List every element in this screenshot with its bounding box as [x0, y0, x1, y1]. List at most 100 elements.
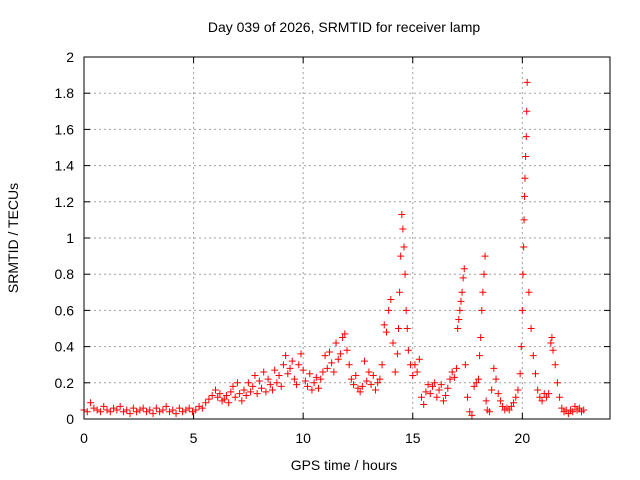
data-point: [220, 395, 228, 403]
data-point: [347, 375, 355, 383]
data-point: [343, 346, 351, 354]
data-point: [172, 410, 180, 418]
data-point: [499, 402, 507, 410]
data-point: [297, 350, 305, 358]
data-point: [542, 393, 550, 401]
data-point: [510, 399, 518, 407]
data-point: [266, 381, 274, 389]
data-point: [442, 391, 450, 399]
data-point: [334, 355, 342, 363]
data-point: [571, 402, 579, 410]
data-point: [332, 339, 340, 347]
data-point: [336, 350, 344, 358]
data-point: [110, 404, 118, 412]
data-point: [448, 368, 456, 376]
y-tick-label: 0.6: [55, 302, 75, 318]
y-tick-label: 1.4: [55, 158, 75, 174]
data-point: [185, 404, 193, 412]
data-point: [470, 382, 478, 390]
data-point: [315, 384, 323, 392]
y-tick-label: 0: [66, 411, 74, 427]
data-point: [409, 372, 417, 380]
data-point: [358, 382, 366, 390]
data-point: [444, 384, 452, 392]
data-point: [262, 388, 270, 396]
data-point: [93, 406, 101, 414]
data-point: [534, 386, 542, 394]
data-point: [139, 404, 147, 412]
data-point: [195, 402, 203, 410]
data-point: [100, 402, 108, 410]
data-point: [354, 384, 362, 392]
data-point: [175, 404, 183, 412]
chart-title: Day 039 of 2026, SRMTID for receiver lam…: [208, 19, 481, 35]
data-point: [323, 364, 331, 372]
data-point: [222, 391, 230, 399]
data-point: [428, 382, 436, 390]
data-point: [393, 350, 401, 358]
data-point: [401, 270, 409, 278]
data-point: [268, 386, 276, 394]
data-point: [253, 390, 261, 398]
data-point: [460, 265, 468, 273]
data-point: [457, 297, 465, 305]
data-point: [304, 382, 312, 390]
data-point: [411, 361, 419, 369]
data-point: [295, 361, 303, 369]
data-point: [395, 325, 403, 332]
data-point: [371, 386, 379, 394]
data-point: [399, 225, 407, 233]
data-point: [369, 372, 377, 380]
data-point: [450, 373, 458, 381]
data-point: [325, 348, 333, 356]
data-point: [569, 408, 577, 416]
data-point: [456, 306, 464, 314]
data-point: [251, 372, 259, 380]
x-tick-label: 15: [405, 430, 421, 446]
data-point: [258, 384, 266, 392]
data-point: [400, 243, 408, 251]
data-point: [87, 399, 95, 407]
data-point: [422, 388, 430, 396]
data-point: [518, 306, 526, 314]
data-point: [277, 382, 285, 390]
data-point: [403, 325, 411, 332]
plot-frame: [83, 56, 611, 420]
data-point: [240, 386, 248, 394]
data-point: [439, 397, 447, 405]
data-point: [464, 393, 472, 401]
data-point: [458, 288, 466, 296]
data-point: [275, 372, 283, 380]
data-point: [113, 406, 121, 414]
data-point: [119, 408, 127, 416]
data-point: [380, 321, 388, 329]
data-point: [575, 404, 583, 412]
data-point: [522, 133, 530, 141]
data-point: [159, 406, 167, 414]
data-point: [321, 352, 329, 360]
data-point: [527, 325, 535, 332]
data-point: [129, 404, 137, 412]
data-point: [345, 361, 353, 369]
data-point: [356, 388, 364, 396]
data-point: [264, 375, 272, 383]
data-point: [549, 346, 557, 354]
data-point: [396, 288, 404, 296]
data-point: [126, 410, 134, 418]
data-point: [328, 359, 336, 367]
data-point: [538, 397, 546, 405]
data-point: [212, 386, 219, 394]
data-point: [418, 393, 426, 401]
data-point: [260, 368, 268, 376]
data-point: [330, 368, 338, 376]
data-point: [279, 361, 287, 369]
data-point: [156, 408, 164, 416]
data-point: [96, 408, 104, 416]
data-point: [282, 352, 290, 360]
data-point: [461, 361, 469, 369]
data-point: [564, 410, 572, 418]
data-point: [478, 306, 486, 314]
data-point: [198, 404, 206, 412]
x-tick-label: 10: [295, 430, 311, 446]
data-point: [485, 408, 493, 416]
